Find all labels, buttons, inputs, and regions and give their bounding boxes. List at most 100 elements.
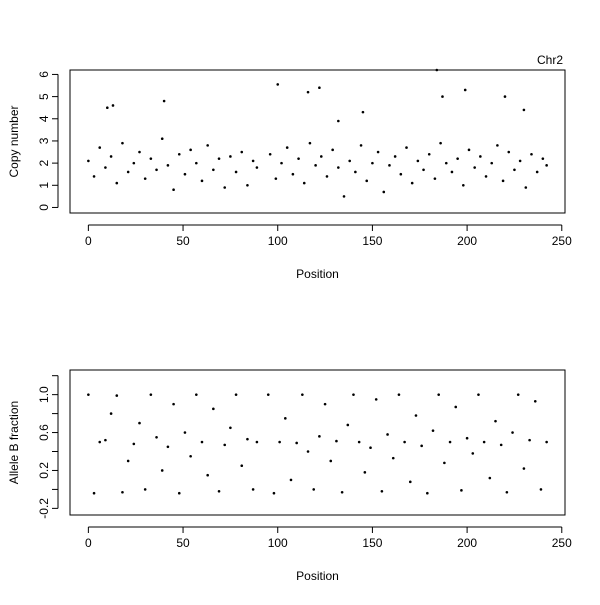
point [240, 464, 244, 468]
point [104, 438, 107, 442]
y-tick-label: 1 [37, 182, 51, 189]
point [132, 161, 136, 165]
point [109, 155, 113, 158]
point [126, 459, 130, 463]
point [251, 488, 255, 491]
x-tick-label: 100 [268, 234, 288, 248]
point [325, 175, 329, 178]
point [126, 170, 130, 174]
point [234, 170, 238, 174]
point [329, 459, 333, 463]
y-tick-label: 2 [37, 159, 51, 166]
point [528, 438, 531, 442]
point [505, 490, 509, 494]
point [266, 393, 270, 396]
y-tick-label: 0.6 [37, 424, 51, 441]
x-tick-label: 250 [552, 536, 572, 550]
point [162, 99, 166, 103]
point [149, 157, 153, 160]
point [331, 148, 334, 152]
point [441, 95, 444, 98]
point [177, 491, 181, 495]
point [467, 148, 471, 152]
point [335, 439, 338, 443]
point [477, 393, 480, 396]
point [312, 488, 316, 491]
point [340, 490, 344, 494]
point [240, 150, 244, 154]
point [295, 441, 298, 445]
point [448, 440, 452, 444]
point [490, 161, 494, 165]
point [403, 440, 406, 444]
point [352, 393, 355, 396]
point [111, 104, 115, 107]
y-tick-label: 4 [37, 115, 51, 122]
point [301, 393, 304, 396]
point [212, 168, 215, 172]
x-tick-label: 0 [85, 536, 92, 550]
point [361, 110, 365, 114]
point [229, 155, 232, 158]
point [393, 155, 397, 158]
point [274, 177, 278, 180]
point [465, 436, 469, 440]
point [291, 172, 295, 176]
point [255, 166, 259, 169]
y-axis-label: Allele B fraction [7, 401, 21, 484]
point [530, 152, 533, 156]
point [426, 491, 429, 495]
point [433, 177, 437, 180]
point [289, 478, 293, 482]
point [132, 442, 136, 446]
point [359, 144, 363, 147]
point [109, 412, 113, 415]
point [414, 414, 418, 417]
point [323, 402, 327, 406]
point [416, 159, 420, 163]
point [545, 164, 548, 167]
point [229, 426, 232, 430]
point [318, 86, 321, 90]
point [302, 181, 306, 185]
point [501, 179, 505, 183]
point [482, 440, 486, 444]
point [391, 456, 395, 460]
point [104, 166, 107, 169]
point [522, 108, 526, 112]
point [456, 157, 459, 160]
y-tick-label: 1.0 [37, 386, 51, 403]
point [319, 155, 323, 158]
point [223, 186, 227, 189]
point [488, 476, 492, 480]
point [276, 83, 280, 86]
point [92, 491, 96, 495]
y-tick-label: 6 [37, 71, 51, 78]
x-tick-label: 200 [457, 536, 477, 550]
point [246, 437, 249, 441]
point [284, 417, 287, 420]
point [522, 467, 526, 470]
point [443, 461, 446, 465]
point [376, 150, 380, 154]
point [437, 393, 440, 396]
point [397, 393, 401, 396]
point [357, 440, 361, 444]
point [206, 144, 209, 147]
point [306, 450, 310, 453]
point [479, 155, 482, 158]
point [460, 489, 463, 492]
point [314, 164, 317, 167]
point [149, 393, 153, 396]
point [195, 161, 198, 165]
point [234, 393, 238, 396]
point [143, 177, 147, 180]
point [166, 164, 170, 167]
point [337, 119, 340, 123]
point [143, 488, 147, 491]
point [408, 480, 412, 484]
point [503, 95, 507, 98]
point [98, 440, 102, 444]
point [285, 146, 289, 149]
point [399, 172, 403, 176]
